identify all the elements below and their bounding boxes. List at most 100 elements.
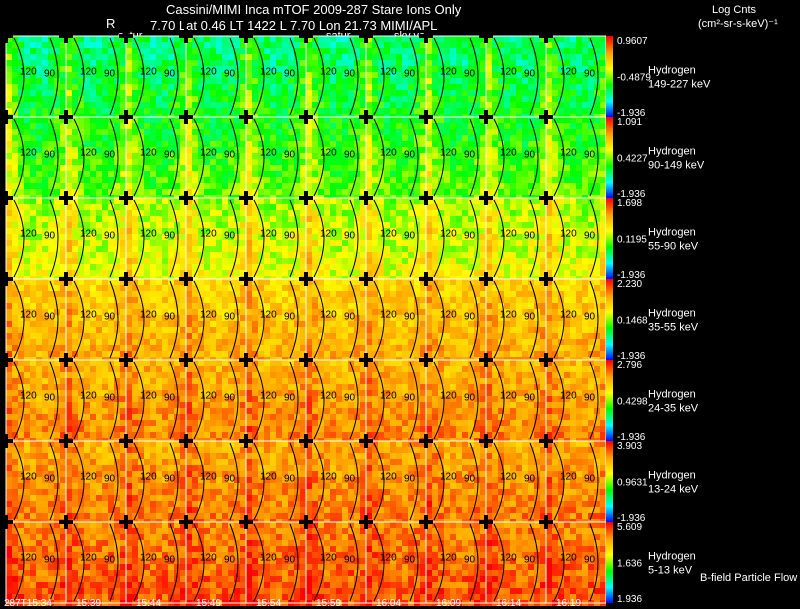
panel-label-90: 90	[104, 231, 116, 242]
panel-label-90: 90	[404, 231, 416, 242]
panel-label-90: 90	[224, 231, 236, 242]
fov-arc	[109, 118, 119, 197]
crosshair-marker	[124, 353, 128, 367]
panel-label-120: 120	[200, 148, 217, 159]
fov-arc	[313, 118, 325, 197]
crosshair-marker	[124, 191, 128, 205]
fov-arc	[589, 523, 599, 602]
fov-arc	[13, 523, 25, 602]
panel-label-90: 90	[224, 150, 236, 161]
species-label: Hydrogen	[648, 551, 696, 563]
panel-label-120: 120	[560, 67, 577, 78]
panel-label-90: 90	[344, 69, 356, 80]
panel-label-120: 120	[260, 391, 277, 402]
fov-arc	[73, 523, 85, 602]
crosshair-marker	[364, 515, 368, 529]
time-tick-label: 16:14	[496, 598, 521, 609]
fov-arc	[229, 118, 239, 197]
fov-arc	[229, 361, 239, 440]
crosshair-marker	[64, 434, 68, 448]
fov-arc	[49, 523, 59, 602]
panel-label-90: 90	[344, 312, 356, 323]
fov-arc	[133, 199, 145, 278]
fov-arc	[529, 280, 539, 359]
units-label-2: (cm²-sr-s-keV)⁻¹	[698, 18, 778, 30]
fov-arc	[133, 118, 145, 197]
crosshair-marker	[544, 29, 548, 43]
fov-arc	[373, 118, 385, 197]
fov-arc	[469, 280, 479, 359]
fov-arc	[553, 118, 565, 197]
fov-arc	[373, 361, 385, 440]
time-tick-label: 15:39	[76, 598, 101, 609]
fov-arc	[193, 118, 205, 197]
fov-arc	[373, 523, 385, 602]
panel-label-90: 90	[524, 474, 536, 485]
crosshair-marker	[64, 515, 68, 529]
panel-label-120: 120	[140, 472, 157, 483]
panel-label-90: 90	[44, 474, 56, 485]
fov-arc	[349, 361, 359, 440]
fov-arc	[493, 442, 505, 521]
colorbar-min: -1.936	[617, 270, 646, 281]
crosshair-marker	[424, 515, 428, 529]
fov-arc	[13, 118, 25, 197]
crosshair-marker	[184, 191, 188, 205]
fov-arc	[313, 442, 325, 521]
fov-arc	[229, 37, 239, 116]
crosshair-marker	[484, 29, 488, 43]
panel-label-120: 120	[200, 391, 217, 402]
crosshair-marker	[64, 29, 68, 43]
panel-label-90: 90	[44, 393, 56, 404]
colorbar-mid: 0.1468	[617, 316, 648, 327]
crosshair-marker	[484, 434, 488, 448]
panel-label-120: 120	[440, 148, 457, 159]
crosshair-marker	[124, 434, 128, 448]
time-tick-label: 16:04	[376, 598, 401, 609]
fov-arc	[109, 37, 119, 116]
panel-label-120: 120	[80, 391, 97, 402]
species-label: Hydrogen	[648, 227, 696, 239]
fov-arc	[289, 118, 299, 197]
panel-label-120: 120	[140, 148, 157, 159]
crosshair-marker	[364, 353, 368, 367]
panel-label-120: 120	[140, 310, 157, 321]
fov-arc	[409, 199, 419, 278]
crosshair-marker	[544, 272, 548, 286]
panel-label-90: 90	[164, 69, 176, 80]
panel-label-90: 90	[584, 150, 596, 161]
panel-label-120: 120	[500, 229, 517, 240]
panel-label-90: 90	[104, 69, 116, 80]
panel-label-120: 120	[200, 229, 217, 240]
crosshair-marker	[184, 515, 188, 529]
panel-label-120: 120	[320, 553, 337, 564]
panel-label-90: 90	[524, 150, 536, 161]
panel-label-90: 90	[104, 150, 116, 161]
crosshair-marker	[124, 515, 128, 529]
panel-label-90: 90	[404, 69, 416, 80]
panel-label-120: 120	[380, 553, 397, 564]
panel-label-120: 120	[80, 553, 97, 564]
crosshair-marker	[184, 110, 188, 124]
panel-label-120: 120	[380, 472, 397, 483]
fov-arc	[73, 118, 85, 197]
crosshair-marker	[544, 110, 548, 124]
fov-arc	[133, 523, 145, 602]
fov-arc	[529, 118, 539, 197]
time-tick-label: 15:54	[256, 598, 281, 609]
crosshair-marker	[304, 353, 308, 367]
fov-arc	[433, 199, 445, 278]
panel-label-90: 90	[164, 231, 176, 242]
fov-arc	[73, 37, 85, 116]
panel-label-120: 120	[260, 310, 277, 321]
fov-arc	[313, 280, 325, 359]
panel-label-90: 90	[584, 555, 596, 566]
panel-label-120: 120	[440, 391, 457, 402]
energy-label: 13-24 keV	[648, 484, 699, 496]
crosshair-marker	[364, 434, 368, 448]
panel-label-90: 90	[404, 555, 416, 566]
crosshair-marker	[184, 434, 188, 448]
fov-arc	[553, 37, 565, 116]
panel-label-90: 90	[164, 150, 176, 161]
